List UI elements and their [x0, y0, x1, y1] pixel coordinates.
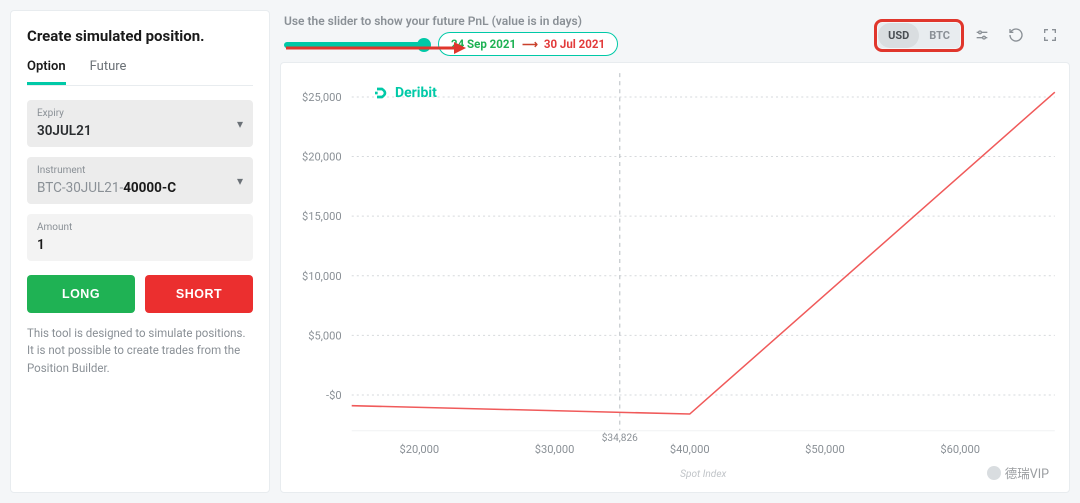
pnl-chart: -$0 $5,000 $10,000 $15,000 $20,000 $25,000 $20…	[280, 62, 1070, 493]
chart-right-controls: USD BTC	[878, 23, 1062, 48]
expiry-label: Expiry	[37, 108, 243, 119]
svg-text:$10,000: $10,000	[302, 270, 342, 283]
left-panel: Create simulated position. Option Future…	[10, 10, 270, 493]
long-button[interactable]: LONG	[27, 275, 135, 313]
chart-top-controls: Use the slider to show your future PnL (…	[280, 10, 1070, 62]
right-panel: Use the slider to show your future PnL (…	[280, 10, 1070, 493]
currency-btc[interactable]: BTC	[919, 23, 960, 48]
amount-label: Amount	[37, 222, 243, 233]
instrument-select[interactable]: Instrument BTC-30JUL21-40000-C ▾	[27, 157, 253, 204]
footnote-text: This tool is designed to simulate positi…	[27, 325, 253, 377]
slider-thumb[interactable]	[417, 38, 431, 52]
deribit-logo-icon	[373, 85, 389, 101]
svg-text:$50,000: $50,000	[805, 443, 845, 456]
instrument-value: BTC-30JUL21-40000-C	[37, 180, 243, 196]
svg-text:$30,000: $30,000	[535, 443, 575, 456]
tab-option[interactable]: Option	[27, 59, 66, 85]
svg-text:$40,000: $40,000	[670, 443, 710, 456]
watermark-icon	[987, 466, 1001, 480]
side-buttons: LONG SHORT	[27, 275, 253, 313]
svg-text:Spot Index: Spot Index	[680, 469, 726, 480]
svg-text:$5,000: $5,000	[308, 329, 341, 342]
deribit-brand: Deribit	[373, 85, 437, 101]
pnl-days-slider[interactable]	[284, 42, 424, 48]
settings-icon[interactable]	[970, 23, 994, 47]
svg-text:$20,000: $20,000	[399, 443, 439, 456]
fullscreen-icon[interactable]	[1038, 23, 1062, 47]
arrow-right-icon: ⟶	[522, 38, 538, 51]
product-tabs: Option Future	[27, 59, 253, 86]
currency-usd[interactable]: USD	[878, 23, 919, 48]
svg-text:$25,000: $25,000	[302, 91, 342, 104]
expiry-value: 30JUL21	[37, 123, 243, 139]
expiry-select[interactable]: Expiry 30JUL21 ▾	[27, 100, 253, 147]
svg-text:$20,000: $20,000	[302, 151, 342, 164]
page-title: Create simulated position.	[27, 27, 253, 45]
currency-toggle[interactable]: USD BTC	[878, 23, 960, 48]
instrument-label: Instrument	[37, 165, 243, 176]
tab-future[interactable]: Future	[90, 59, 127, 85]
amount-input[interactable]: Amount 1	[27, 214, 253, 261]
amount-value: 1	[37, 237, 243, 253]
svg-text:$60,000: $60,000	[940, 443, 980, 456]
slider-block: Use the slider to show your future PnL (…	[284, 14, 618, 56]
chart-svg: -$0 $5,000 $10,000 $15,000 $20,000 $25,000 $20…	[281, 63, 1069, 487]
reset-icon[interactable]	[1004, 23, 1028, 47]
short-button[interactable]: SHORT	[145, 275, 253, 313]
date-range-badge: 24 Sep 2021 ⟶ 30 Jul 2021	[438, 32, 618, 56]
slider-hint: Use the slider to show your future PnL (…	[284, 14, 618, 28]
svg-text:$34,826: $34,826	[602, 431, 638, 444]
svg-text:$15,000: $15,000	[302, 210, 342, 223]
svg-text:-$0: -$0	[326, 389, 342, 402]
watermark: 德瑞VIP	[987, 463, 1049, 482]
